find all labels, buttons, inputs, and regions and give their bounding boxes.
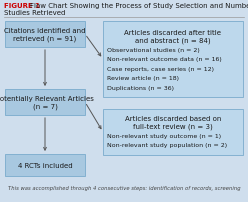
Text: Articles discarded after title
and abstract (n = 84): Articles discarded after title and abstr… [124,30,221,43]
Text: This was accomplished through 4 consecutive steps: identification of records, sc: This was accomplished through 4 consecut… [8,185,240,190]
Text: Case reports, case series (n = 12): Case reports, case series (n = 12) [107,67,214,72]
Text: Potentially Relevant Articles
(n = 7): Potentially Relevant Articles (n = 7) [0,96,94,109]
Text: FIGURE 1: FIGURE 1 [4,3,40,9]
Text: 4 RCTs included: 4 RCTs included [18,162,72,168]
FancyBboxPatch shape [5,154,85,176]
Text: Studies Retrieved: Studies Retrieved [4,10,65,16]
FancyBboxPatch shape [103,22,243,98]
FancyBboxPatch shape [103,109,243,155]
Text: Non-relevant study outcome (n = 1): Non-relevant study outcome (n = 1) [107,133,221,138]
Text: Non-relevant outcome data (n = 16): Non-relevant outcome data (n = 16) [107,57,222,62]
Text: Citations identified and
retrieved (n = 91): Citations identified and retrieved (n = … [4,28,86,42]
FancyBboxPatch shape [5,89,85,115]
Text: Non-relevant study population (n = 2): Non-relevant study population (n = 2) [107,143,227,148]
Text: Duplications (n = 36): Duplications (n = 36) [107,86,174,90]
Text: Observational studies (n = 2): Observational studies (n = 2) [107,48,200,53]
Text: Review article (n = 18): Review article (n = 18) [107,76,179,81]
Text: Flow Chart Showing the Process of Study Selection and Numbers of: Flow Chart Showing the Process of Study … [30,3,248,9]
Text: Articles discarded based on
full-text review (n = 3): Articles discarded based on full-text re… [125,115,221,129]
FancyBboxPatch shape [5,22,85,48]
